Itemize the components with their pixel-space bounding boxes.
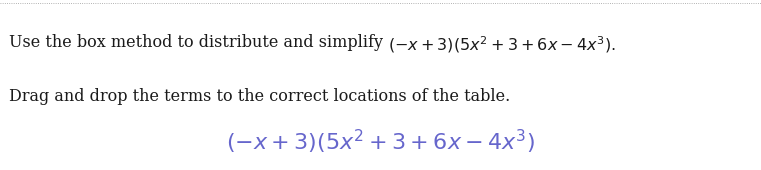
Text: $(-x+3)(5x^2+3+6x-4x^3)$: $(-x+3)(5x^2+3+6x-4x^3)$	[226, 128, 535, 156]
Text: Drag and drop the terms to the correct locations of the table.: Drag and drop the terms to the correct l…	[9, 88, 511, 105]
Text: $(-x+3)(5x^2+3+6x-4x^3).$: $(-x+3)(5x^2+3+6x-4x^3).$	[388, 34, 616, 55]
Text: Use the box method to distribute and simplify: Use the box method to distribute and sim…	[9, 34, 388, 51]
